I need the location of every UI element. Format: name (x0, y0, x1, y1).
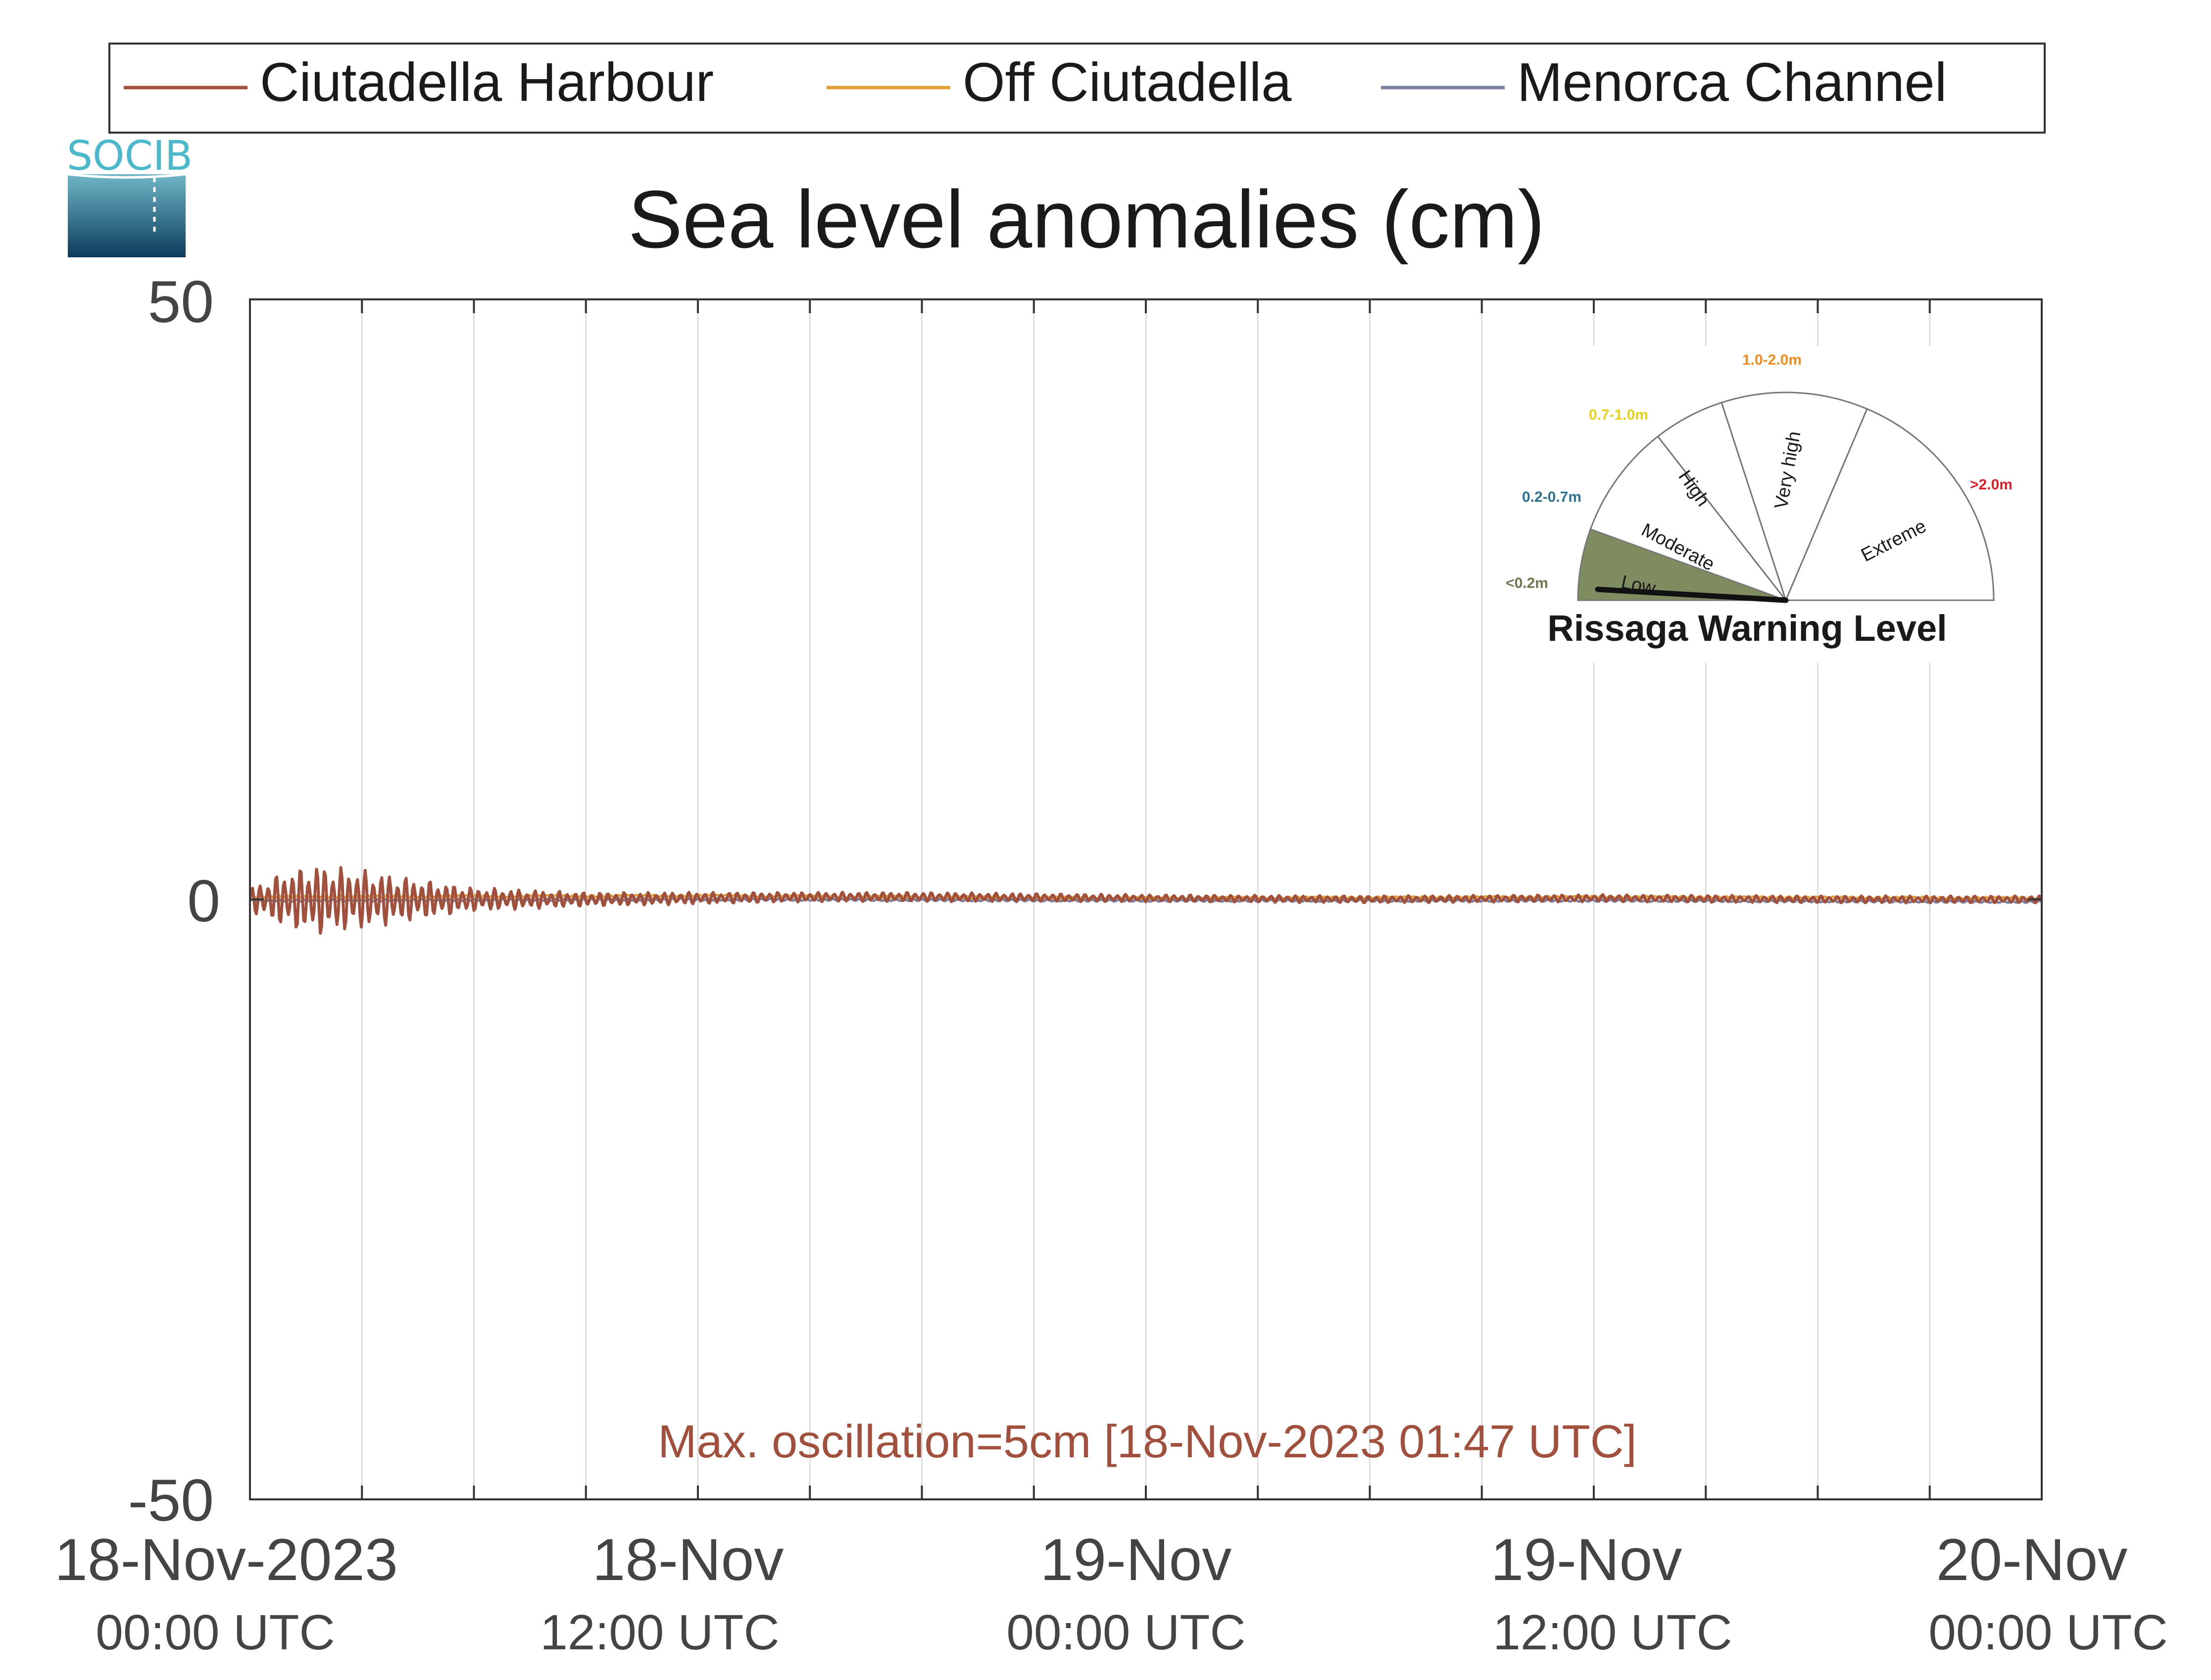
gauge-sector-moderate (1589, 435, 1788, 602)
legend-box (108, 43, 2046, 134)
gauge-range-very-high: 1.0-2.0m (1742, 352, 1802, 368)
gauge-range-high: 0.7-1.0m (1589, 407, 1648, 423)
y-tick-label-50: 50 (148, 269, 214, 335)
socib-logo: SOCIB (67, 133, 193, 257)
series-line-off-ciutadella (250, 893, 2042, 901)
y-ticks (250, 298, 2042, 1500)
legend-label-menorca-channel: Menorca Channel (1517, 52, 1947, 113)
socib-logo-text: SOCIB (67, 133, 193, 180)
x-tick-date-2: 19-Nov (1040, 1527, 1232, 1593)
legend-label-ciutadella-harbour: Ciutadella Harbour (260, 52, 714, 113)
gauge-sectors (1577, 391, 1995, 603)
gauge-needle (1595, 586, 1789, 603)
gauge-sector-very-high (1720, 391, 1868, 603)
x-tick-date-4: 20-Nov (1936, 1527, 2128, 1593)
x-tick-time-3: 12:00 UTC (1493, 1605, 1732, 1660)
x-tick-time-0: 00:00 UTC (96, 1605, 335, 1660)
socib-logo-water (68, 174, 186, 257)
x-tick-time-4: 00:00 UTC (1928, 1605, 2168, 1660)
x-tick-time-1: 12:00 UTC (540, 1605, 780, 1660)
legend: Ciutadella Harbour Off Ciutadella Menorc… (108, 43, 2046, 134)
gauge-title: Rissaga Warning Level (1547, 608, 1947, 649)
gauge-sector-high (1657, 401, 1787, 601)
x-tick-date-0: 18-Nov-2023 (54, 1527, 398, 1593)
gauge-range-low: <0.2m (1506, 575, 1548, 591)
x-tick-date-1: 18-Nov (592, 1527, 784, 1593)
y-tick-label-0: 0 (187, 868, 220, 934)
gauge-range-moderate: 0.2-0.7m (1522, 489, 1581, 505)
x-ticks (249, 299, 2043, 1499)
series-line-ciutadella-harbour (250, 866, 2042, 935)
y-tick-label-minus-50: -50 (128, 1467, 214, 1534)
rissaga-warning-gauge: <0.2m 0.2-0.7m 0.7-1.0m 1.0-2.0m >2.0m L… (1490, 346, 2024, 663)
legend-label-off-ciutadella: Off Ciutadella (963, 52, 1292, 113)
gauge-range-extreme: >2.0m (1970, 477, 2013, 493)
max-oscillation-annotation: Max. oscillation=5cm [18-Nov-2023 01:47 … (658, 1415, 1637, 1467)
x-tick-date-3: 19-Nov (1491, 1527, 1682, 1593)
chart-title: Sea level anomalies (cm) (628, 174, 1545, 265)
gauge-sector-low (1577, 528, 1786, 601)
x-tick-time-2: 00:00 UTC (1006, 1605, 1246, 1660)
gauge-sector-extreme (1784, 408, 1995, 601)
series-layer (250, 866, 2042, 935)
